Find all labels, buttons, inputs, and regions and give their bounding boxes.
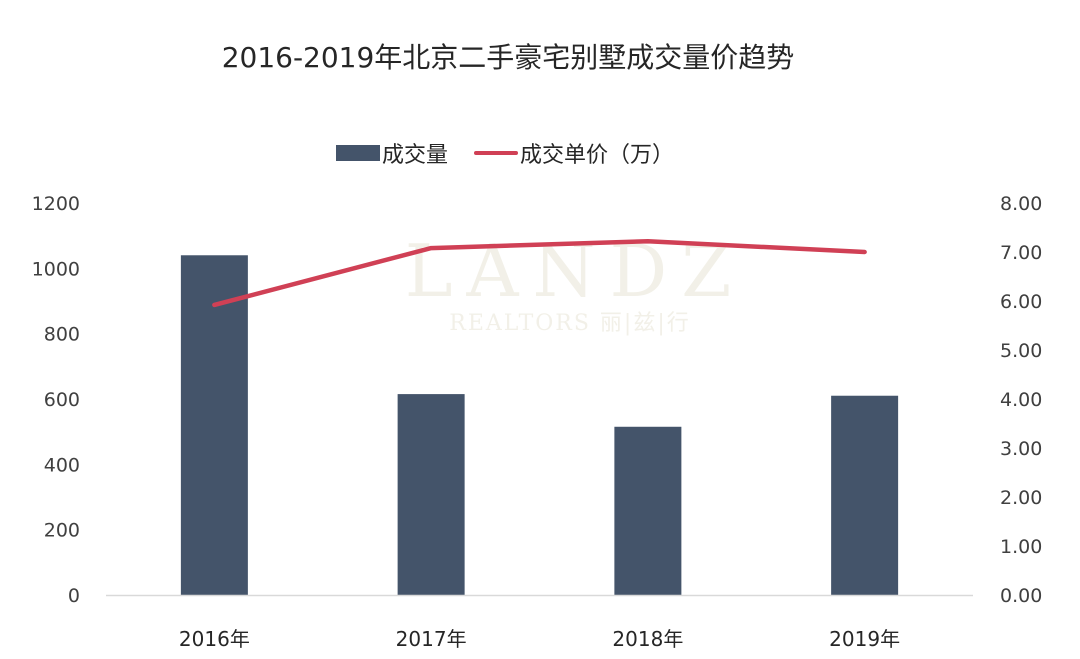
bar-2017年 bbox=[397, 394, 465, 595]
right-axis-tick: 5.00 bbox=[1000, 340, 1042, 362]
category-label: 2018年 bbox=[612, 627, 683, 651]
left-y-axis: 1200 1000 800 600 400 200 0 bbox=[32, 193, 80, 607]
left-axis-tick: 400 bbox=[44, 454, 80, 476]
right-axis-tick: 0.00 bbox=[1000, 585, 1042, 607]
category-label: 2019年 bbox=[829, 627, 900, 651]
line-series bbox=[212, 238, 867, 308]
legend: 成交量 成交单价（万） bbox=[336, 137, 700, 169]
category-label: 2017年 bbox=[396, 627, 467, 651]
right-axis-tick: 7.00 bbox=[1000, 242, 1042, 264]
left-axis-tick: 200 bbox=[44, 520, 80, 542]
left-axis-tick: 1000 bbox=[32, 258, 80, 280]
right-axis-tick: 3.00 bbox=[1000, 438, 1042, 460]
legend-label-price: 成交单价（万） bbox=[520, 143, 675, 168]
legend-item-volume: 成交量 bbox=[336, 137, 448, 169]
x-axis-categories: 2016年 2017年 2018年 2019年 bbox=[179, 627, 900, 651]
bar-2018年 bbox=[614, 426, 682, 595]
left-axis-tick: 800 bbox=[44, 324, 80, 346]
left-axis-tick: 1200 bbox=[32, 193, 80, 215]
right-axis-tick: 6.00 bbox=[1000, 291, 1042, 313]
bar-swatch-icon bbox=[336, 145, 380, 161]
right-y-axis: 8.00 7.00 6.00 5.00 4.00 3.00 2.00 1.00 0.00 bbox=[1000, 193, 1042, 607]
right-axis-tick: 1.00 bbox=[1000, 536, 1042, 558]
bar-2016年 bbox=[180, 255, 248, 595]
bar-series bbox=[180, 255, 899, 595]
watermark-subtext: REALTORS 丽|兹|行 bbox=[449, 311, 691, 336]
line-swatch-icon bbox=[474, 151, 519, 155]
chart-title: 2016-2019年北京二手豪宅别墅成交量价趋势 bbox=[221, 41, 795, 74]
right-axis-tick: 8.00 bbox=[1000, 193, 1042, 215]
legend-label-volume: 成交量 bbox=[382, 143, 449, 168]
left-axis-tick: 0 bbox=[68, 585, 80, 607]
category-label: 2016年 bbox=[179, 627, 250, 651]
left-axis-tick: 600 bbox=[44, 389, 80, 411]
legend-item-price: 成交单价（万） bbox=[474, 137, 674, 169]
right-axis-tick: 4.00 bbox=[1000, 389, 1042, 411]
bar-2019年 bbox=[831, 395, 899, 595]
right-axis-tick: 2.00 bbox=[1000, 487, 1042, 509]
